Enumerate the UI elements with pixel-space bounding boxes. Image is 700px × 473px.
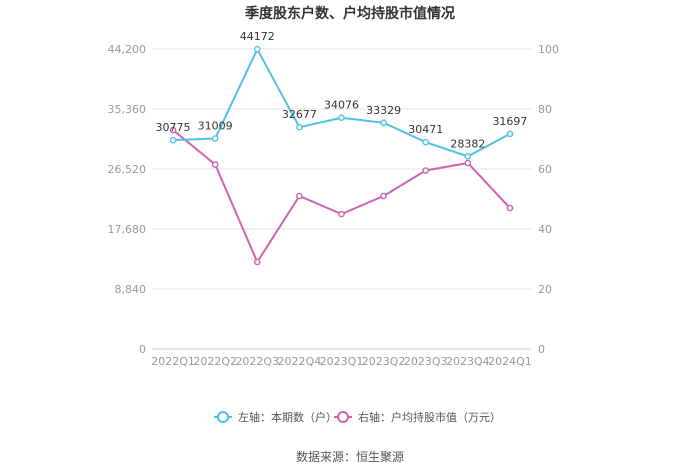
right-tick-label: 20 bbox=[538, 283, 552, 296]
left-tick-label: 8,840 bbox=[115, 283, 147, 296]
source-text: 数据来源：恒生聚源 bbox=[296, 449, 404, 464]
data-point bbox=[296, 123, 303, 131]
data-label: 30775 bbox=[156, 121, 191, 134]
data-point bbox=[296, 192, 303, 200]
legend-label: 左轴：本期数（户） bbox=[238, 410, 337, 424]
data-point bbox=[253, 258, 261, 266]
data-label: 30471 bbox=[408, 123, 443, 136]
left-tick-label: 26,520 bbox=[108, 163, 147, 176]
data-point bbox=[169, 126, 177, 134]
data-label: 32677 bbox=[282, 108, 317, 121]
data-point bbox=[169, 136, 177, 144]
legend-marker bbox=[217, 411, 229, 423]
data-labels: 30775 31009 44172 32677 34076 33329 30471 28382… bbox=[156, 30, 528, 150]
x-tick-label: 2023Q3 bbox=[404, 355, 448, 368]
right-tick-label: 100 bbox=[538, 43, 559, 56]
data-label: 28382 bbox=[450, 137, 485, 150]
data-point bbox=[506, 130, 514, 138]
left-axis-ticks: 0 8,840 17,680 26,520 35,360 44,200 bbox=[108, 43, 147, 356]
x-tick-label: 2022Q3 bbox=[235, 355, 279, 368]
data-point bbox=[211, 135, 219, 142]
data-label: 44172 bbox=[240, 30, 275, 43]
data-point bbox=[422, 167, 430, 174]
chart-title: 季度股东户数、户均持股市值情况 bbox=[244, 5, 455, 22]
data-point bbox=[338, 114, 345, 122]
series-layer bbox=[169, 45, 514, 266]
data-point bbox=[211, 161, 219, 168]
x-tick-label: 2023Q1 bbox=[320, 355, 364, 368]
data-point bbox=[380, 119, 387, 127]
right-tick-label: 40 bbox=[538, 223, 552, 236]
data-label: 31697 bbox=[492, 115, 527, 128]
right-axis-ticks: 0 20 40 60 80 100 bbox=[538, 43, 559, 356]
data-point bbox=[422, 138, 430, 146]
x-axis-ticks: 2022Q12022Q22022Q32022Q42023Q12023Q22023… bbox=[151, 355, 532, 368]
x-tick-label: 2022Q4 bbox=[278, 355, 322, 368]
x-tick-label: 2023Q4 bbox=[446, 355, 490, 368]
left-tick-label: 0 bbox=[139, 343, 146, 356]
right-tick-label: 0 bbox=[538, 343, 545, 356]
data-label: 33329 bbox=[366, 104, 401, 117]
data-label: 31009 bbox=[198, 120, 233, 133]
data-label: 34076 bbox=[324, 99, 359, 112]
x-tick-label: 2022Q2 bbox=[193, 355, 237, 368]
right-tick-label: 60 bbox=[538, 163, 552, 176]
grid-lines bbox=[152, 48, 531, 350]
x-tick-label: 2023Q2 bbox=[362, 355, 406, 368]
data-point bbox=[253, 45, 261, 53]
data-point bbox=[338, 210, 345, 218]
data-point bbox=[464, 159, 472, 167]
legend-label: 右轴：户均持股市值（万元） bbox=[358, 410, 501, 424]
data-point bbox=[380, 192, 387, 200]
x-tick-label: 2024Q1 bbox=[488, 355, 532, 368]
left-tick-label: 17,680 bbox=[108, 223, 147, 236]
right-tick-label: 80 bbox=[538, 103, 552, 116]
left-tick-label: 35,360 bbox=[108, 103, 147, 116]
left-tick-label: 44,200 bbox=[108, 43, 147, 56]
data-point bbox=[464, 153, 472, 160]
legend: 左轴：本期数（户） 右轴：户均持股市值（万元） bbox=[214, 410, 501, 424]
x-tick-label: 2022Q1 bbox=[151, 355, 195, 368]
data-point bbox=[506, 204, 514, 212]
legend-marker bbox=[337, 411, 349, 423]
